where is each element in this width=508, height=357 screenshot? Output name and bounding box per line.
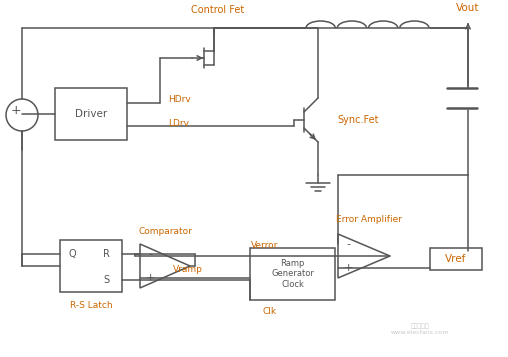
Text: +: +: [343, 263, 353, 273]
Text: Vref: Vref: [446, 254, 467, 264]
Text: Driver: Driver: [75, 109, 107, 119]
Text: Error Amplifier: Error Amplifier: [336, 216, 402, 225]
Text: +: +: [11, 104, 21, 116]
Bar: [60, 240, 122, 292]
Text: Verror: Verror: [251, 241, 279, 251]
Bar: [430, 248, 482, 270]
Text: Q: Q: [68, 249, 76, 259]
Text: HDrv: HDrv: [168, 96, 190, 105]
Text: LDrv: LDrv: [168, 119, 189, 127]
Text: Sync.Fet: Sync.Fet: [337, 115, 379, 125]
Text: S: S: [103, 275, 109, 285]
Bar: [250, 248, 335, 300]
Text: Ramp
Generator
Clock: Ramp Generator Clock: [271, 259, 314, 289]
Text: R: R: [103, 249, 109, 259]
Text: Vramp: Vramp: [173, 266, 202, 275]
Text: Vout: Vout: [456, 3, 480, 13]
Text: R-S Latch: R-S Latch: [70, 302, 112, 311]
Text: -: -: [346, 239, 350, 249]
Text: Comparator: Comparator: [138, 227, 192, 236]
Text: Control Fet: Control Fet: [192, 5, 245, 15]
Text: -: -: [148, 249, 152, 259]
Bar: [55, 88, 127, 140]
Text: 电子发烧友
www.elecfans.com: 电子发烧友 www.elecfans.com: [391, 323, 449, 335]
Text: Clk: Clk: [263, 307, 277, 317]
Text: +: +: [145, 273, 155, 283]
